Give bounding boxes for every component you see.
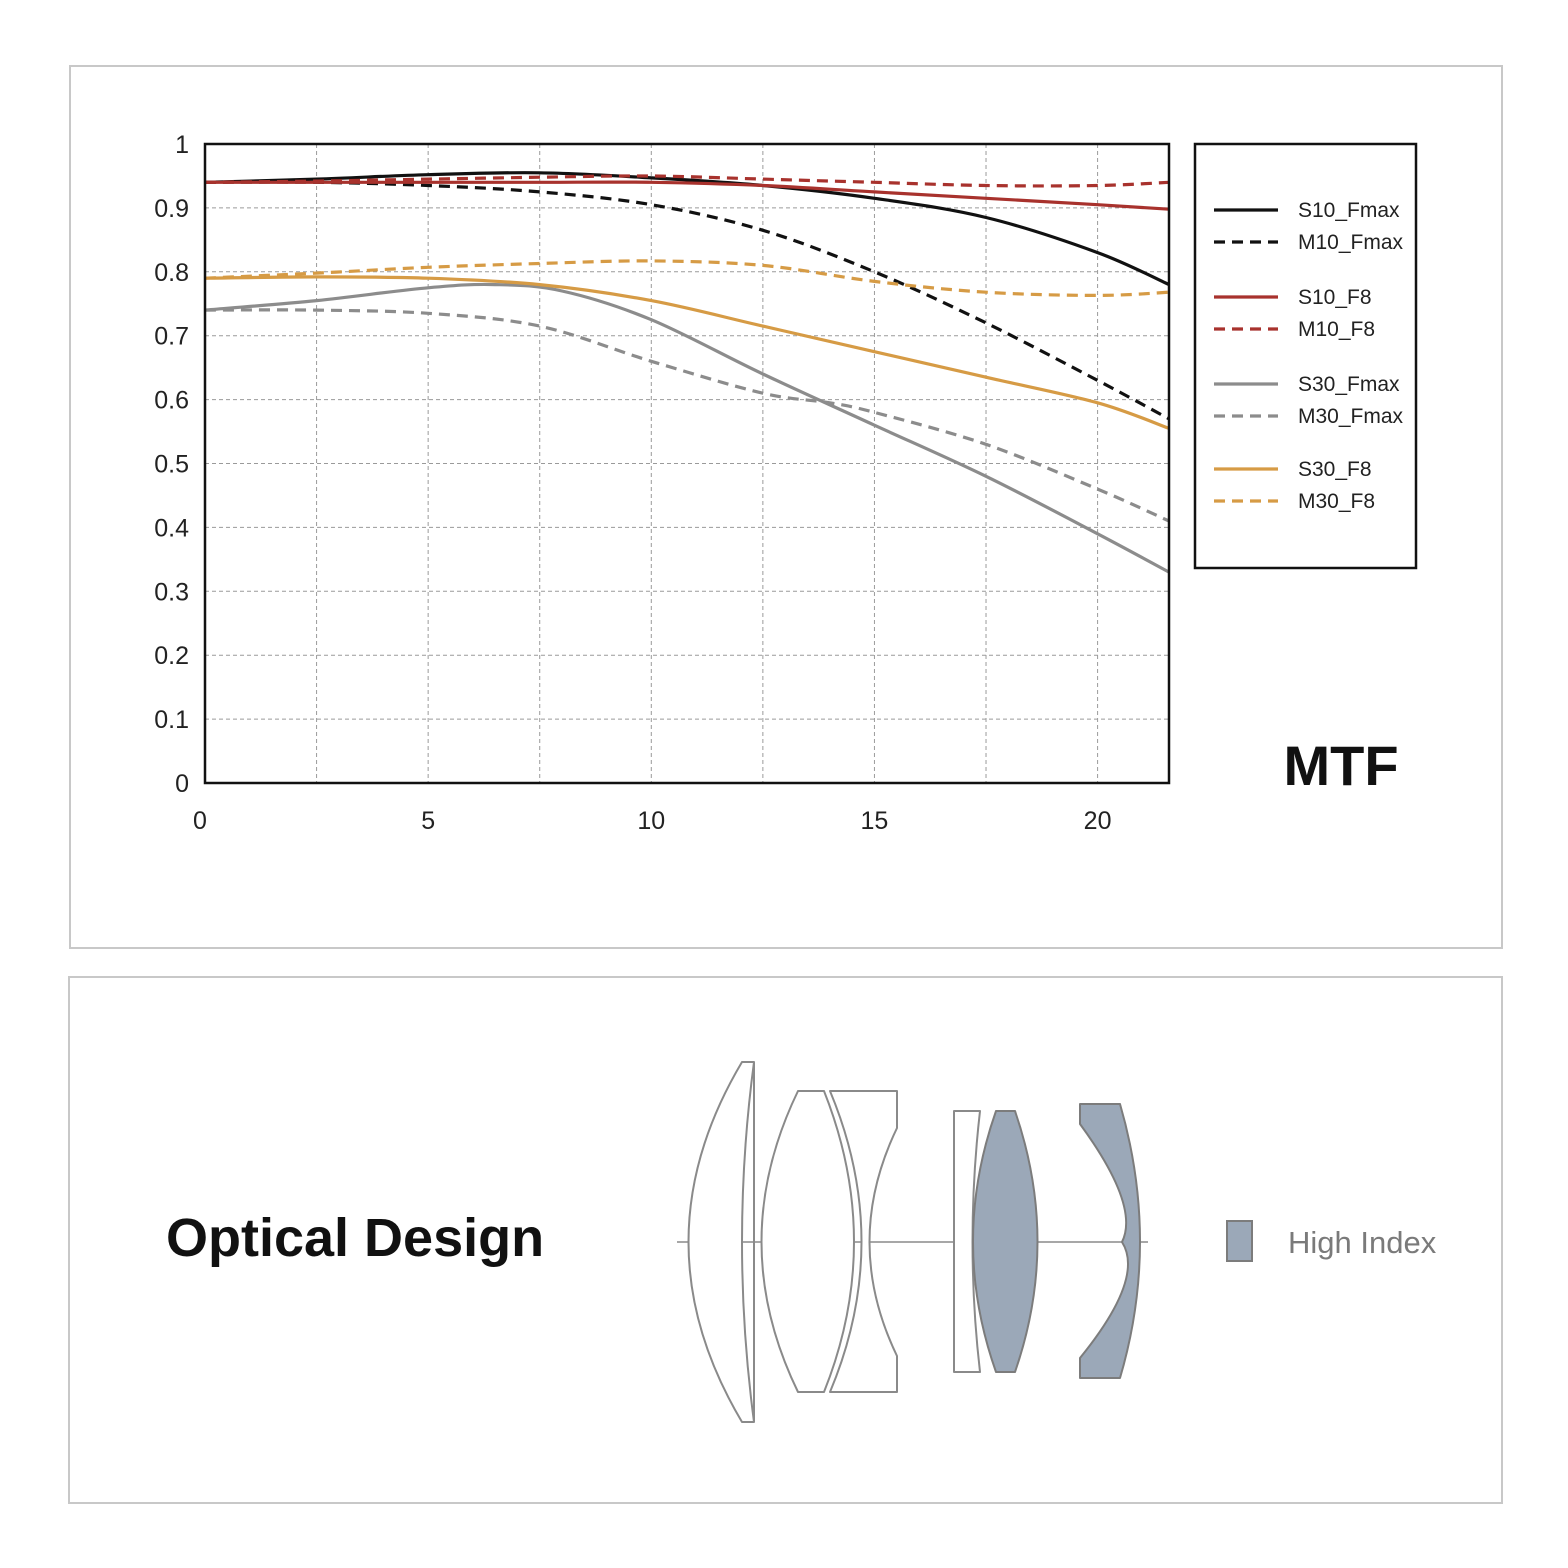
series-line-s10-fmax bbox=[204, 171, 1170, 287]
legend-label: M30_Fmax bbox=[1298, 405, 1404, 428]
high-index-swatch bbox=[1226, 1220, 1253, 1262]
plot-frame bbox=[203, 142, 1171, 785]
y-tick-label: 0.6 bbox=[154, 387, 189, 415]
high-index-lens-element-5 bbox=[972, 1110, 1039, 1373]
legend-box bbox=[1193, 142, 1418, 570]
x-tick-label: 20 bbox=[1084, 807, 1112, 835]
legend-label: S10_F8 bbox=[1298, 286, 1372, 309]
mtf-panel: 0 0.1 0.2 0.3 0.4 0.5 0.6 0.7 0.8 0.9 1 0 5 10 15 20 S… bbox=[69, 65, 1503, 949]
high-index-lens-element-6 bbox=[1079, 1103, 1141, 1379]
y-tick-label: 1 bbox=[175, 131, 189, 159]
lens-element-3 bbox=[829, 1090, 898, 1393]
legend-label: S30_F8 bbox=[1298, 458, 1372, 481]
high-index-label: High Index bbox=[1288, 1225, 1437, 1260]
lens-element-2 bbox=[760, 1090, 855, 1393]
legend-label: M10_F8 bbox=[1298, 318, 1375, 341]
lens-element-1 bbox=[687, 1061, 755, 1423]
y-tick-label: 0.9 bbox=[154, 195, 189, 223]
legend-label: S10_Fmax bbox=[1298, 199, 1400, 222]
lens-diagram: Optical Design High Index bbox=[166, 1061, 1437, 1423]
x-tick-label: 10 bbox=[637, 807, 665, 835]
optical-design-title: Optical Design bbox=[166, 1208, 544, 1268]
y-tick-label: 0.7 bbox=[154, 323, 189, 351]
series-line-s30-fmax bbox=[204, 282, 1170, 574]
series-line-m10-fmax bbox=[204, 180, 1170, 421]
y-tick-label: 0.5 bbox=[154, 451, 189, 479]
y-tick-label: 0 bbox=[175, 770, 189, 798]
series-line-s30-f8 bbox=[204, 275, 1170, 430]
mtf-title: MTF bbox=[1283, 734, 1398, 797]
x-tick-label: 0 bbox=[193, 807, 207, 835]
y-tick-label: 0.8 bbox=[154, 259, 189, 287]
series-line-m30-fmax bbox=[204, 308, 1170, 523]
y-tick-label: 0.1 bbox=[154, 706, 189, 734]
optical-design-panel: Optical Design High Index bbox=[68, 976, 1503, 1504]
legend-label: S30_Fmax bbox=[1298, 373, 1400, 396]
legend-label: M10_Fmax bbox=[1298, 231, 1404, 254]
y-tick-label: 0.3 bbox=[154, 578, 189, 606]
series-line-m10-f8 bbox=[204, 174, 1170, 188]
legend-label: M30_F8 bbox=[1298, 490, 1375, 513]
x-tick-label: 5 bbox=[421, 807, 435, 835]
series-line-m30-f8 bbox=[204, 259, 1170, 298]
y-tick-label: 0.2 bbox=[154, 642, 189, 670]
y-tick-label: 0.4 bbox=[154, 514, 189, 542]
x-tick-label: 15 bbox=[861, 807, 889, 835]
mtf-chart: 0 0.1 0.2 0.3 0.4 0.5 0.6 0.7 0.8 0.9 1 0 5 10 15 20 S… bbox=[154, 131, 1418, 835]
series-line-s10-f8 bbox=[204, 180, 1170, 211]
